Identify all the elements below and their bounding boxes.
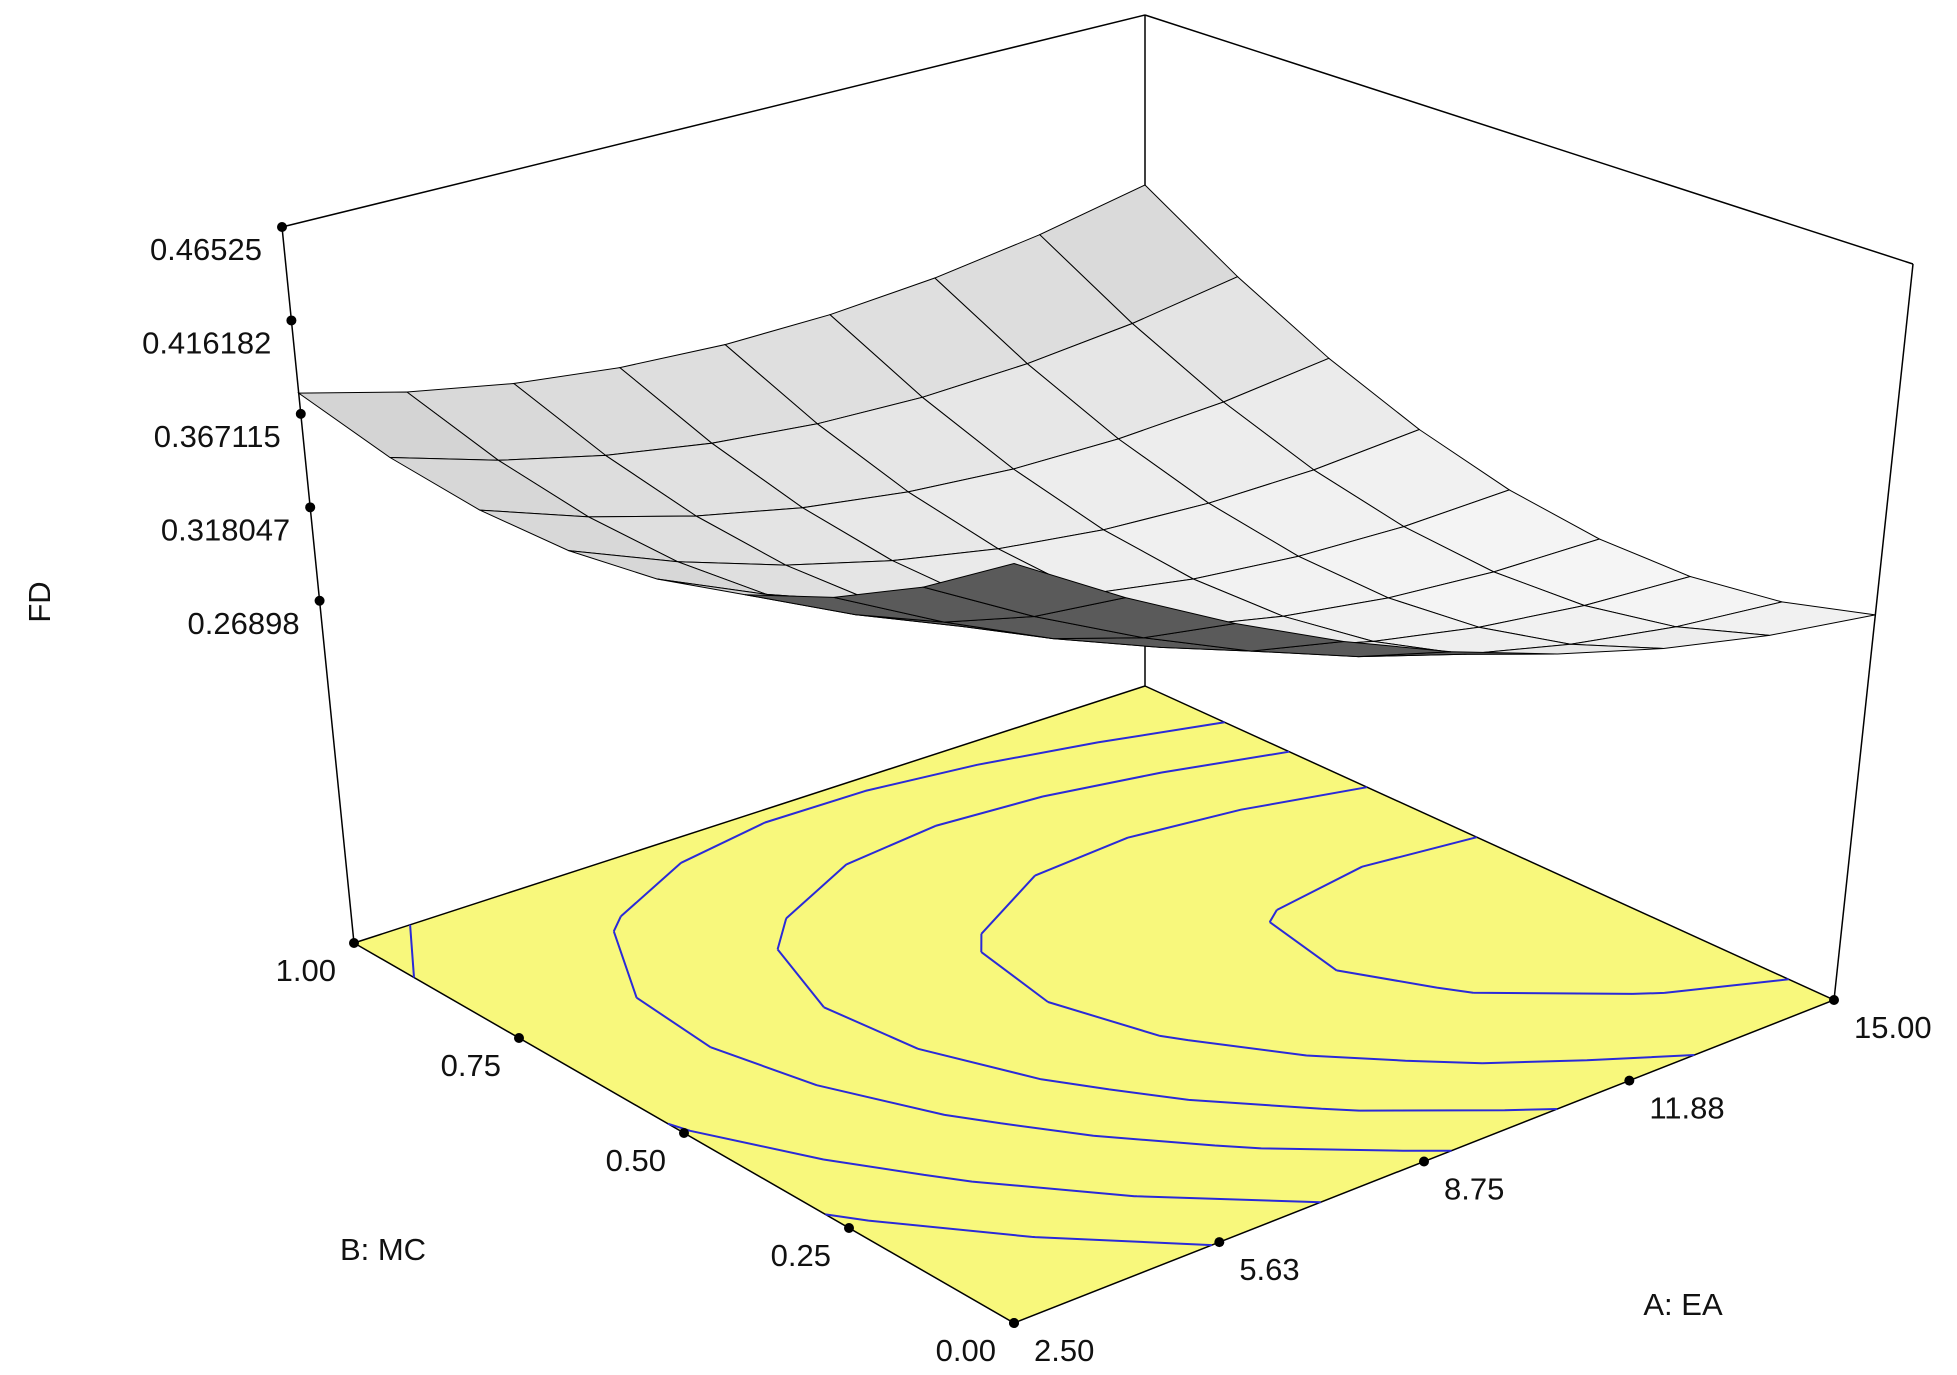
box-edge <box>1144 14 1914 265</box>
box-edge <box>281 226 355 944</box>
y-tick <box>514 1033 524 1043</box>
surface-patch <box>921 562 1126 618</box>
box-edge <box>1833 263 1914 1001</box>
z-tick <box>314 595 325 606</box>
x-tick <box>1624 1075 1635 1086</box>
z-tick-label: 0.46525 <box>150 232 262 267</box>
y-tick-label: 1.00 <box>276 953 336 988</box>
z-tick-label: 0.318047 <box>161 512 290 547</box>
y-tick <box>679 1128 689 1138</box>
contour-line <box>1268 836 1789 995</box>
x-tick-label: 11.88 <box>1649 1091 1724 1126</box>
box-edge <box>281 14 1146 228</box>
z-tick <box>305 502 316 513</box>
z-tick <box>286 315 297 326</box>
y-tick-label: 0.75 <box>441 1048 501 1083</box>
y-tick-label: 0.00 <box>936 1333 996 1368</box>
contour-line <box>980 786 1695 1065</box>
y-tick <box>1009 1318 1019 1328</box>
contour-line <box>776 750 1558 1112</box>
contour-line <box>409 924 1321 1204</box>
contour-line <box>825 1213 1212 1247</box>
y-tick <box>844 1223 854 1233</box>
y-tick-label: 0.50 <box>606 1143 666 1178</box>
x-axis-title: A: EA <box>1643 1287 1723 1322</box>
x-tick-label: 8.75 <box>1444 1172 1504 1207</box>
z-tick <box>295 408 306 419</box>
y-axis-title: B: MC <box>340 1232 426 1267</box>
z-tick-label: 0.26898 <box>188 606 300 641</box>
x-tick-label: 15.00 <box>1854 1010 1932 1045</box>
z-tick-label: 0.367115 <box>154 419 281 454</box>
y-tick <box>349 938 359 948</box>
z-axis-title: FD <box>22 581 57 622</box>
z-tick <box>277 222 287 232</box>
z-tick-label: 0.416182 <box>142 325 271 360</box>
x-tick <box>1829 995 1839 1005</box>
x-tick <box>1214 1237 1225 1248</box>
x-tick-label: 2.50 <box>1034 1333 1094 1368</box>
x-tick <box>1419 1156 1429 1167</box>
y-tick-label: 0.25 <box>771 1238 831 1273</box>
x-tick-label: 5.63 <box>1239 1252 1299 1287</box>
contour-line <box>612 721 1452 1152</box>
